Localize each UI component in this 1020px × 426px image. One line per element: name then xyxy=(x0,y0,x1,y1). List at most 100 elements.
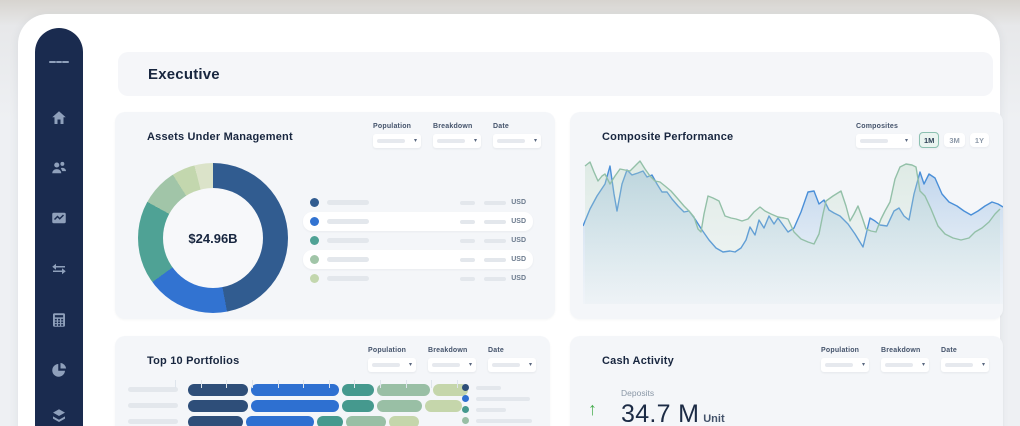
bar-segment xyxy=(251,399,339,412)
legend-value-skeleton xyxy=(484,238,507,243)
legend-dot xyxy=(462,395,469,402)
composites-filter-group: Composites ▾ xyxy=(855,123,912,148)
population-filter-group: Population ▾ xyxy=(821,347,869,372)
range-button-1y[interactable]: 1Y xyxy=(969,133,989,147)
portfolio-row xyxy=(128,383,468,396)
legend-label-skeleton xyxy=(327,257,369,262)
breakdown-filter-group: Breakdown ▾ xyxy=(428,347,476,372)
gridline-tick xyxy=(200,380,202,388)
portfolios-gridline-ticks xyxy=(175,380,458,390)
breakdown-dropdown[interactable]: ▾ xyxy=(428,358,476,372)
bar-segment xyxy=(342,383,374,396)
allocation-pie-icon[interactable] xyxy=(49,360,69,380)
population-filter-group: Population ▾ xyxy=(373,123,421,148)
users-icon[interactable] xyxy=(49,158,69,178)
bar-segment xyxy=(433,383,468,396)
legend-value-skeleton xyxy=(484,276,507,281)
legend-value-skeleton xyxy=(460,200,476,205)
calculator-icon[interactable] xyxy=(49,310,69,330)
aum-filters: Population ▾ Breakdown ▾ Date ▾ xyxy=(373,123,541,148)
menu-icon[interactable] xyxy=(49,52,70,72)
aum-total-value: $24.96B xyxy=(188,230,238,246)
portfolios-legend-item xyxy=(462,404,532,415)
gridline-tick xyxy=(303,380,305,388)
dropdown-placeholder-skeleton xyxy=(377,139,405,143)
layers-icon[interactable] xyxy=(49,406,69,426)
bar-segment xyxy=(188,399,248,412)
breakdown-filter-label: Breakdown xyxy=(881,347,921,354)
bar-segment xyxy=(342,399,374,412)
breakdown-dropdown[interactable]: ▾ xyxy=(433,134,481,148)
legend-label-skeleton xyxy=(476,396,530,401)
range-button-1m[interactable]: 1M xyxy=(918,132,940,148)
aum-legend-row: USD xyxy=(303,193,533,212)
portfolios-legend-item xyxy=(462,382,532,393)
composites-dropdown[interactable]: ▾ xyxy=(855,134,912,148)
legend-dot xyxy=(310,274,319,283)
chevron-down-icon: ▾ xyxy=(904,138,908,144)
dropdown-placeholder-skeleton xyxy=(372,363,400,367)
gridline-tick xyxy=(405,380,407,388)
date-dropdown[interactable]: ▾ xyxy=(488,358,536,372)
currency-label: USD xyxy=(511,275,526,282)
aum-legend-row: USD xyxy=(303,231,533,250)
breakdown-filter-group: Breakdown ▾ xyxy=(433,123,481,148)
portfolio-label-skeleton xyxy=(128,387,178,392)
bar-segment xyxy=(346,415,386,426)
bar-segment xyxy=(389,415,419,426)
portfolios-filters: Population ▾ Breakdown ▾ Date ▾ xyxy=(368,347,536,372)
gridline-tick xyxy=(277,380,279,388)
arrow-up-icon: ↑ xyxy=(588,399,597,419)
currency-label: USD xyxy=(511,218,526,225)
date-filter-label: Date xyxy=(493,123,509,130)
portfolio-label-skeleton xyxy=(128,403,178,408)
dropdown-placeholder-skeleton xyxy=(945,363,973,367)
date-dropdown[interactable]: ▾ xyxy=(941,358,989,372)
population-dropdown[interactable]: ▾ xyxy=(373,134,421,148)
aum-legend-row: USD xyxy=(303,212,533,231)
aum-donut-hole: $24.96B xyxy=(163,188,263,288)
population-filter-label: Population xyxy=(368,347,407,354)
date-filter-group: Date ▾ xyxy=(493,123,541,148)
page-header: Executive xyxy=(118,52,993,96)
portfolio-row xyxy=(128,399,462,412)
range-button-3m[interactable]: 3M xyxy=(944,133,965,147)
composites-filter-label: Composites xyxy=(855,123,899,130)
dropdown-placeholder-skeleton xyxy=(859,139,888,143)
date-filter-group: Date ▾ xyxy=(941,347,989,372)
chevron-down-icon: ▾ xyxy=(921,362,925,368)
gridline-tick xyxy=(380,380,381,388)
composite-line-chart xyxy=(583,160,1003,304)
bar-segment xyxy=(246,415,314,426)
legend-label-skeleton xyxy=(476,407,506,412)
deposits-label: Deposits xyxy=(621,388,655,398)
portfolios-legend xyxy=(462,382,532,426)
gridline-tick xyxy=(456,380,458,388)
legend-value-skeleton xyxy=(484,219,507,224)
chevron-down-icon: ▾ xyxy=(981,362,985,368)
population-dropdown[interactable]: ▾ xyxy=(368,358,416,372)
cash-filters: Population ▾ Breakdown ▾ Date ▾ xyxy=(821,347,989,372)
portfolios-card: Top 10 Portfolios Population ▾ Breakdown ▾ D… xyxy=(115,336,550,426)
transfers-icon[interactable] xyxy=(49,259,69,279)
cash-card: Cash Activity Population ▾ Breakdown ▾ Date ▾… xyxy=(570,336,1003,426)
dropdown-placeholder-skeleton xyxy=(492,363,520,367)
performance-chart-icon[interactable] xyxy=(49,208,69,228)
legend-dot xyxy=(462,417,469,424)
population-dropdown[interactable]: ▾ xyxy=(821,358,869,372)
home-icon[interactable] xyxy=(49,108,69,128)
app-window: Executive Assets Under Management Popula… xyxy=(18,14,1003,426)
portfolios-legend-item xyxy=(462,393,532,404)
portfolios-legend-item xyxy=(462,415,532,426)
aum-legend-row: USD xyxy=(303,269,533,288)
currency-label: USD xyxy=(511,237,526,244)
chevron-down-icon: ▾ xyxy=(413,138,417,144)
breakdown-dropdown[interactable]: ▾ xyxy=(881,358,929,372)
date-dropdown[interactable]: ▾ xyxy=(493,134,541,148)
legend-dot xyxy=(310,236,319,245)
legend-dot xyxy=(310,255,319,264)
gridline-tick xyxy=(251,380,253,388)
composite-card-title: Composite Performance xyxy=(602,131,734,143)
deposits-metric: ↑ Deposits 34.7 M Unit xyxy=(588,388,725,426)
population-filter-label: Population xyxy=(373,123,412,130)
